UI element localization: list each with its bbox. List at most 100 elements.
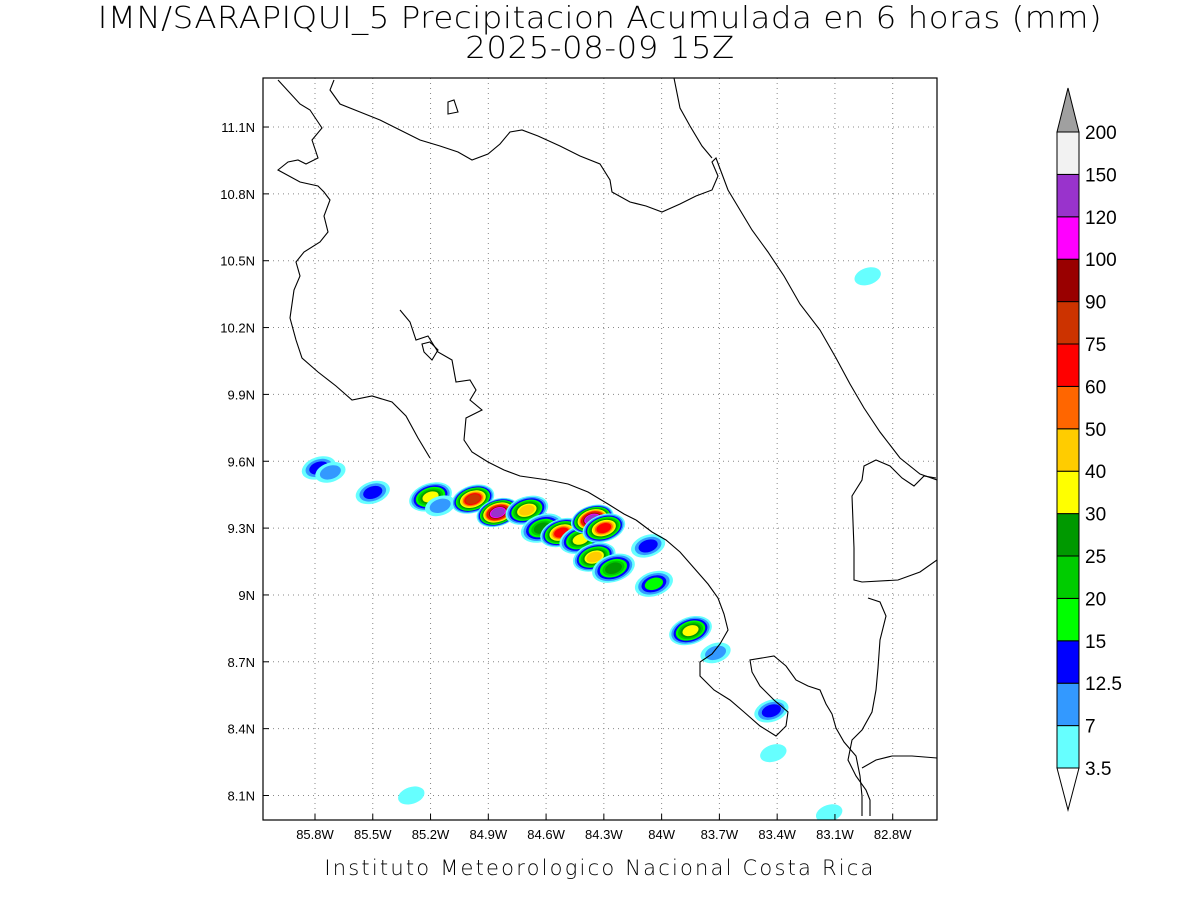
lat-tick-label: 9.3N <box>228 521 255 536</box>
colorbar-label: 7 <box>1085 717 1096 738</box>
coastline-osa-peninsula <box>635 519 863 816</box>
precip-contour-3.5 <box>398 786 425 805</box>
precip-cell <box>754 699 789 723</box>
lon-tick-label: 85.8W <box>296 827 334 842</box>
precip-contour-40 <box>519 504 535 516</box>
coastline-pacific-north <box>277 79 431 459</box>
credit-text: Instituto Meteorologico Nacional Costa R… <box>324 856 876 880</box>
precip-contour-30 <box>682 625 699 637</box>
colorbar-label: 75 <box>1085 335 1106 356</box>
lat-tick-label: 8.1N <box>228 788 255 803</box>
colorbar-swatch <box>1056 301 1080 345</box>
precip-cell <box>669 615 712 646</box>
lon-tick-label: 84.6W <box>527 827 565 842</box>
precip-contour-60 <box>596 523 612 534</box>
precip-cell <box>760 744 787 763</box>
map-grid <box>263 78 937 820</box>
colorbar-label: 150 <box>1085 165 1117 186</box>
colorbar-swatch <box>1056 555 1080 599</box>
colorbar-label: 90 <box>1085 293 1106 314</box>
colorbar-swatch <box>1056 343 1080 387</box>
precip-contour-75 <box>465 494 481 505</box>
precip-cell <box>355 480 390 505</box>
coastline-panama-south <box>861 755 937 769</box>
lat-tick-label: 10.2N <box>220 321 255 336</box>
colorbar-label: 25 <box>1085 547 1106 568</box>
colorbar-swatch <box>1056 597 1080 642</box>
precip-contour-7 <box>705 645 727 661</box>
lon-tick-label: 85.2W <box>412 827 450 842</box>
lon-tick-label: 82.8W <box>874 827 912 842</box>
precip-cell <box>582 513 626 543</box>
lat-tick-label: 10.8N <box>220 187 255 202</box>
precip-cell <box>634 570 673 597</box>
lon-tick-label: 83.1W <box>816 827 854 842</box>
precip-cell <box>854 267 881 286</box>
precip-contour-3.5 <box>815 804 843 820</box>
precip-cell <box>815 804 843 820</box>
colorbar-label: 60 <box>1085 377 1106 398</box>
colorbar-label: 20 <box>1085 589 1106 610</box>
colorbar-swatch <box>1056 258 1080 303</box>
precip-cell <box>315 462 346 483</box>
lon-tick-label: 84W <box>648 827 675 842</box>
colorbar-label: 120 <box>1085 208 1117 229</box>
map-valid-time: 2025-08-09 15Z <box>465 31 735 66</box>
coastline-central-pacific <box>421 341 439 361</box>
colorbar-label: 15 <box>1085 632 1106 653</box>
island-lake <box>447 99 459 115</box>
lon-tick-label: 85.5W <box>354 827 392 842</box>
colorbar-swatch <box>1056 216 1080 260</box>
lat-tick-label: 9.9N <box>228 387 255 402</box>
colorbar-label: 40 <box>1085 462 1106 483</box>
precip-cell <box>398 786 425 805</box>
lat-tick-label: 9.6N <box>228 454 255 469</box>
precip-cell <box>631 534 666 558</box>
precip-contour-3.5 <box>854 267 881 286</box>
colorbar-label: 100 <box>1085 250 1117 271</box>
colorbar-swatch <box>1056 725 1080 769</box>
lat-tick-label: 8.7N <box>228 655 255 670</box>
precip-contour-15 <box>644 577 664 591</box>
colorbar-swatch <box>1056 428 1080 472</box>
colorbar-swatch <box>1056 385 1080 430</box>
precip-cell <box>700 642 731 664</box>
border-panama <box>851 459 937 583</box>
colorbar-swatch <box>1056 131 1080 175</box>
colorbar-over-triangle <box>1056 87 1080 133</box>
colorbar-swatch <box>1056 682 1080 727</box>
map-frame <box>262 77 938 821</box>
precip-contour-3.5 <box>760 744 787 763</box>
lon-tick-label: 83.7W <box>701 827 739 842</box>
colorbar-swatch <box>1056 470 1080 515</box>
colorbar-swatch <box>1056 513 1080 557</box>
precip-cell <box>592 553 635 583</box>
precip-contour-7 <box>429 498 451 514</box>
precip-contour-12.5 <box>363 485 383 500</box>
precip-cell <box>425 495 456 517</box>
coastline-lake-nicaragua-shore <box>673 78 713 159</box>
precipitation-field <box>301 267 881 820</box>
precip-contour-120 <box>491 507 505 518</box>
colorbar-label: 30 <box>1085 505 1106 526</box>
precip-contour-12.5 <box>761 704 781 718</box>
lat-tick-label: 10.5N <box>220 254 255 269</box>
coastline-panama-pacific <box>847 597 887 816</box>
precip-contour-7 <box>319 465 341 480</box>
coastline <box>277 78 937 816</box>
colorbar-label: 3.5 <box>1085 759 1111 780</box>
colorbar-under-triangle <box>1056 767 1080 812</box>
axis-ticks: 85.8W 85.5W 85.2W 84.9W 84.6W 84.3W 84W 83.7W 83… <box>220 120 912 842</box>
colorbar-swatch <box>1056 173 1080 218</box>
colorbar-label: 200 <box>1085 123 1117 144</box>
colorbar-label: 12.5 <box>1085 674 1122 695</box>
lat-tick-label: 8.4N <box>228 722 255 737</box>
colorbar: 3.5 7 12.5 15 20 25 30 40 50 60 75 90 100 120 150 200 <box>1056 87 1122 812</box>
precip-contour-25 <box>605 562 622 574</box>
colorbar-swatch <box>1056 640 1080 684</box>
colorbar-label: 50 <box>1085 420 1106 441</box>
lon-tick-label: 83.4W <box>758 827 796 842</box>
coastline-nicoya-gulf <box>399 309 637 521</box>
coastline-caribbean <box>329 79 937 481</box>
